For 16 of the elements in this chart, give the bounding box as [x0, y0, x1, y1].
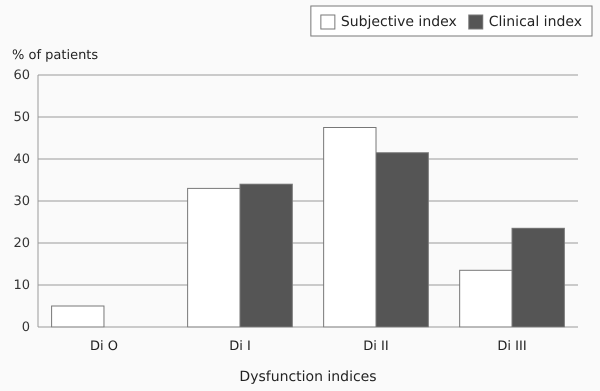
y-tick-label: 50	[13, 110, 30, 126]
y-tick-label: 60	[13, 68, 30, 84]
x-tick-label: Di II	[363, 339, 389, 354]
legend-label: Clinical index	[488, 14, 582, 30]
y-tick-label: 0	[22, 320, 30, 336]
x-tick-label: Di O	[90, 339, 118, 354]
y-tick-label: 20	[13, 236, 30, 252]
y-tick-label: 30	[13, 194, 30, 210]
y-axis-title: % of patients	[12, 48, 98, 63]
y-tick-label: 10	[13, 278, 30, 294]
legend-label: Subjective index	[340, 14, 457, 30]
x-axis-title: Dysfunction indices	[239, 369, 377, 385]
bar	[51, 306, 104, 328]
y-tick-label: 40	[13, 152, 30, 168]
x-tick-label: Di I	[229, 339, 251, 354]
x-tick-label: Di III	[497, 339, 527, 354]
